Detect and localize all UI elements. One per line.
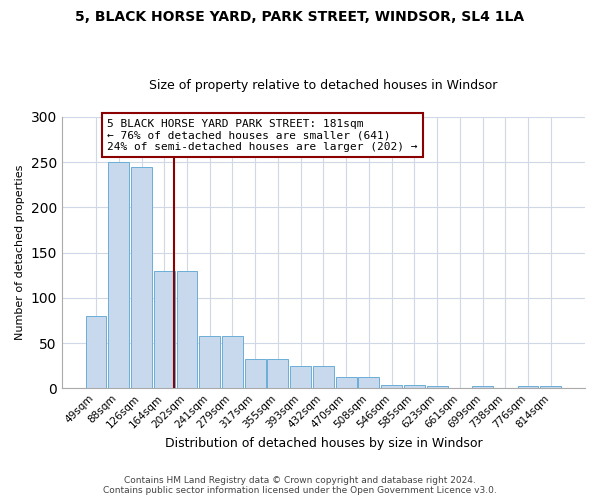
Text: 5, BLACK HORSE YARD, PARK STREET, WINDSOR, SL4 1LA: 5, BLACK HORSE YARD, PARK STREET, WINDSO… bbox=[76, 10, 524, 24]
Bar bbox=[199, 336, 220, 388]
Bar bbox=[131, 166, 152, 388]
Bar bbox=[109, 162, 129, 388]
Bar bbox=[335, 376, 356, 388]
Bar bbox=[86, 316, 106, 388]
Bar bbox=[154, 270, 175, 388]
Bar bbox=[313, 366, 334, 388]
Bar bbox=[541, 386, 561, 388]
X-axis label: Distribution of detached houses by size in Windsor: Distribution of detached houses by size … bbox=[164, 437, 482, 450]
Bar bbox=[472, 386, 493, 388]
Bar bbox=[404, 384, 425, 388]
Bar bbox=[268, 360, 289, 388]
Bar bbox=[518, 386, 538, 388]
Bar bbox=[427, 386, 448, 388]
Bar bbox=[290, 366, 311, 388]
Bar bbox=[358, 376, 379, 388]
Bar bbox=[176, 270, 197, 388]
Bar bbox=[222, 336, 243, 388]
Bar bbox=[245, 360, 266, 388]
Y-axis label: Number of detached properties: Number of detached properties bbox=[15, 165, 25, 340]
Bar bbox=[381, 384, 402, 388]
Title: Size of property relative to detached houses in Windsor: Size of property relative to detached ho… bbox=[149, 79, 497, 92]
Text: 5 BLACK HORSE YARD PARK STREET: 181sqm
← 76% of detached houses are smaller (641: 5 BLACK HORSE YARD PARK STREET: 181sqm ←… bbox=[107, 118, 418, 152]
Text: Contains HM Land Registry data © Crown copyright and database right 2024.
Contai: Contains HM Land Registry data © Crown c… bbox=[103, 476, 497, 495]
